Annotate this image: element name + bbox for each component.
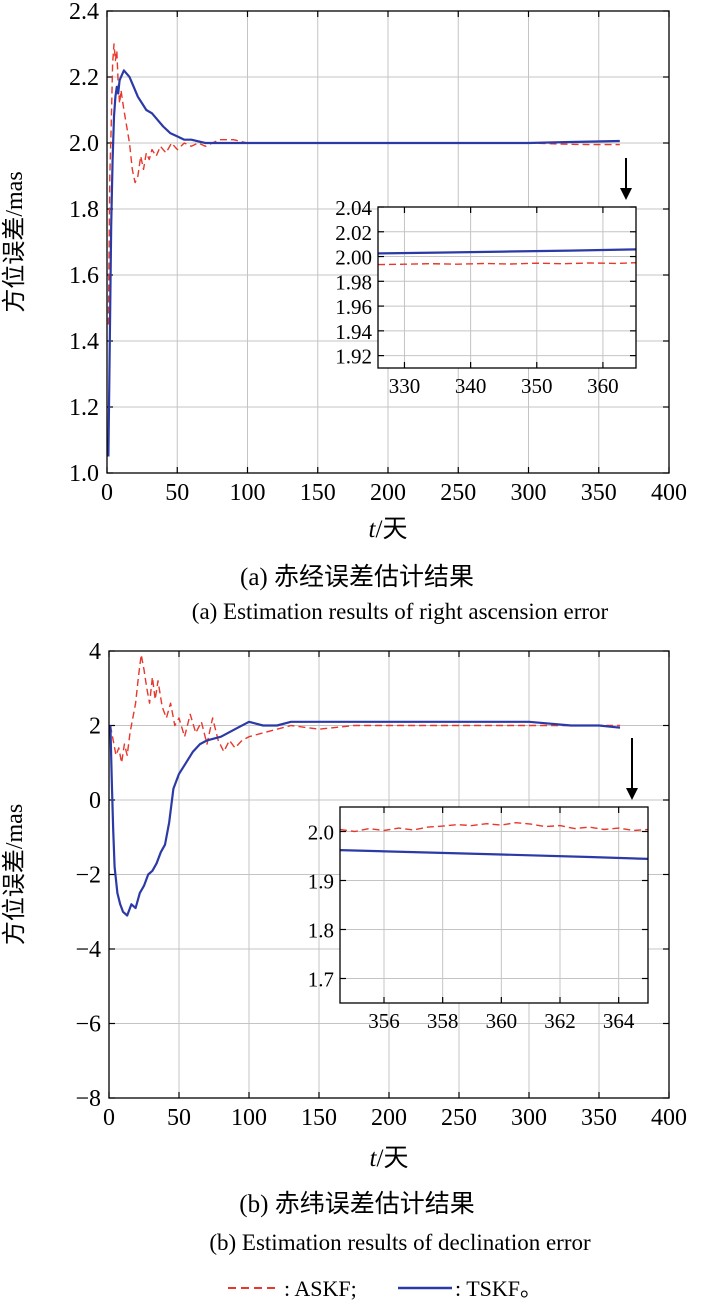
panel-b-ytick-label: −8 xyxy=(75,1086,101,1112)
panel-b-axes-frame xyxy=(108,650,670,1099)
panel-b-xtick-label: 0 xyxy=(103,1105,115,1131)
panel-a-xtick-label: 100 xyxy=(230,480,266,506)
panel-a-xlabel: t/天 xyxy=(369,516,408,543)
panel-a-inset-series-askf xyxy=(378,262,636,266)
panel-b-inset-xtick-label: 356 xyxy=(368,1009,400,1033)
panel-a-ylabel: 方位误差/mas xyxy=(1,171,28,312)
panel-a-xtick-label: 150 xyxy=(300,480,336,506)
panel-b-xtick-label: 350 xyxy=(581,1105,617,1131)
panel-a-inset-ytick-label: 1.96 xyxy=(335,295,372,319)
panel-a-inset-xtick-label: 340 xyxy=(455,374,487,398)
panel-a-xtick-label: 250 xyxy=(440,480,476,506)
panel-b-xlabel: t/天 xyxy=(370,1145,409,1172)
panel-a-axes-frame xyxy=(106,10,670,474)
panel-a-inset-xtick-label: 330 xyxy=(389,374,421,398)
panel-a-ytick-label: 1.2 xyxy=(69,395,99,421)
panel-b-inset-xtick-label: 360 xyxy=(486,1009,518,1033)
panel-b-xlabel-unit: /天 xyxy=(377,1145,409,1172)
panel-b-xlabel-var: t xyxy=(370,1145,378,1172)
panel-b-inset-xtick-label: 358 xyxy=(427,1009,459,1033)
panel-b-xtick-label: 50 xyxy=(167,1105,191,1131)
panel-b-xtick-label: 300 xyxy=(511,1105,547,1131)
panel-b-inset-series-askf xyxy=(340,822,648,833)
panel-b-ytick-label: −2 xyxy=(75,863,101,889)
panel-a-zoom-arrow-head xyxy=(620,188,632,200)
panel-a-inset-series-tskf xyxy=(378,248,636,255)
panel-b-series-tskf xyxy=(109,720,621,917)
panel-b-caption-en: (b) Estimation results of declination er… xyxy=(209,1230,591,1255)
panel-b-ytick-label: −4 xyxy=(75,937,101,963)
chart-panel-b: 0 50 100 150 200 250 300 350 400 −8 −6 −4 −2 0 2 4 方位误差/… xyxy=(1,639,687,1255)
panel-a-inset-xtick-label: 360 xyxy=(587,374,619,398)
panel-a-inset-plot-area xyxy=(378,207,636,368)
panel-a-series-askf xyxy=(107,43,620,325)
panel-b-inset: 356 358 360 362 364 1.7 1.8 1.9 2.0 xyxy=(308,806,649,1033)
panel-b-inset-series-tskf xyxy=(340,849,648,860)
panel-a-ytick-label: 1.4 xyxy=(69,329,99,355)
panel-a-inset-xtick-label: 350 xyxy=(521,374,553,398)
panel-b-ytick-label: 0 xyxy=(89,788,101,814)
panel-b-ytick-label: −6 xyxy=(75,1012,101,1038)
panel-a-xtick-label: 0 xyxy=(101,480,113,506)
panel-a-series-tskf xyxy=(107,69,620,457)
panel-b-zoom-arrow-head xyxy=(626,788,638,800)
panel-a-xlabel-var: t xyxy=(369,516,377,543)
panel-b-xtick-label: 250 xyxy=(441,1105,477,1131)
panel-b-inset-xtick-label: 362 xyxy=(544,1009,576,1033)
chart-panel-a: 0 50 100 150 200 250 300 350 400 1.0 1.2 1.4 1.6 1.8 2… xyxy=(1,0,687,624)
panel-a-inset-ytick-label: 1.92 xyxy=(335,345,372,369)
panel-a-inset-ytick-label: 2.04 xyxy=(335,196,372,220)
panel-a-xlabel-unit: /天 xyxy=(376,516,408,543)
panel-b-inset-plot-area xyxy=(340,807,648,1003)
panel-b-ytick-label: 4 xyxy=(89,639,101,665)
panel-b-inset-ytick-label: 1.7 xyxy=(308,968,334,992)
panel-a-xtick-label: 400 xyxy=(651,480,687,506)
panel-a-xtick-label: 350 xyxy=(581,480,617,506)
panel-b-xtick-label: 150 xyxy=(301,1105,337,1131)
panel-a-ytick-label: 2.2 xyxy=(69,65,99,91)
panel-a-inset-ytick-label: 1.98 xyxy=(335,270,372,294)
legend-tskf-label: : TSKF。 xyxy=(455,1276,542,1301)
panel-a-xtick-label: 300 xyxy=(511,480,547,506)
panel-a-ytick-label: 1.6 xyxy=(69,263,99,289)
panel-a-caption-cn: (a) 赤经误差估计结果 xyxy=(240,563,474,591)
panel-a-xtick-label: 200 xyxy=(370,480,406,506)
legend-askf-label: : ASKF; xyxy=(284,1276,357,1301)
panel-a-inset-ytick-label: 1.94 xyxy=(335,320,372,344)
panel-a-inset-ytick-label: 2.00 xyxy=(335,246,372,270)
panel-b-series-askf xyxy=(109,654,620,764)
panel-b-inset-ytick-label: 1.9 xyxy=(308,870,334,894)
legend: : ASKF; : TSKF。 xyxy=(228,1276,542,1301)
panel-a-xtick-label: 50 xyxy=(165,480,189,506)
panel-b-xtick-label: 100 xyxy=(231,1105,267,1131)
panel-a-ytick-label: 1.8 xyxy=(69,197,99,223)
panel-a-inset-ytick-label: 2.02 xyxy=(335,221,372,245)
panel-b-inset-ytick-label: 1.8 xyxy=(308,919,334,943)
panel-b-inset-ytick-label: 2.0 xyxy=(308,821,334,845)
panel-a-ytick-label: 1.0 xyxy=(69,461,99,487)
panel-b-ylabel: 方位误差/mas xyxy=(1,804,28,945)
panel-b-ytick-label: 2 xyxy=(89,714,101,740)
panel-b-caption-cn: (b) 赤纬误差估计结果 xyxy=(239,1190,474,1218)
panel-a-inset-frame xyxy=(377,206,637,369)
panel-b-inset-frame xyxy=(339,806,649,1004)
panel-b-xtick-label: 200 xyxy=(371,1105,407,1131)
panel-b-xtick-label: 400 xyxy=(651,1105,687,1131)
panel-a-caption-en: (a) Estimation results of right ascensio… xyxy=(192,599,609,624)
panel-a-inset: 330 340 350 360 1.921.941.961.982.002.022.04 xyxy=(335,196,637,398)
panel-a-ytick-label: 2.0 xyxy=(69,131,99,157)
panel-a-ytick-label: 2.4 xyxy=(69,0,99,25)
panel-b-inset-xtick-label: 364 xyxy=(603,1009,635,1033)
